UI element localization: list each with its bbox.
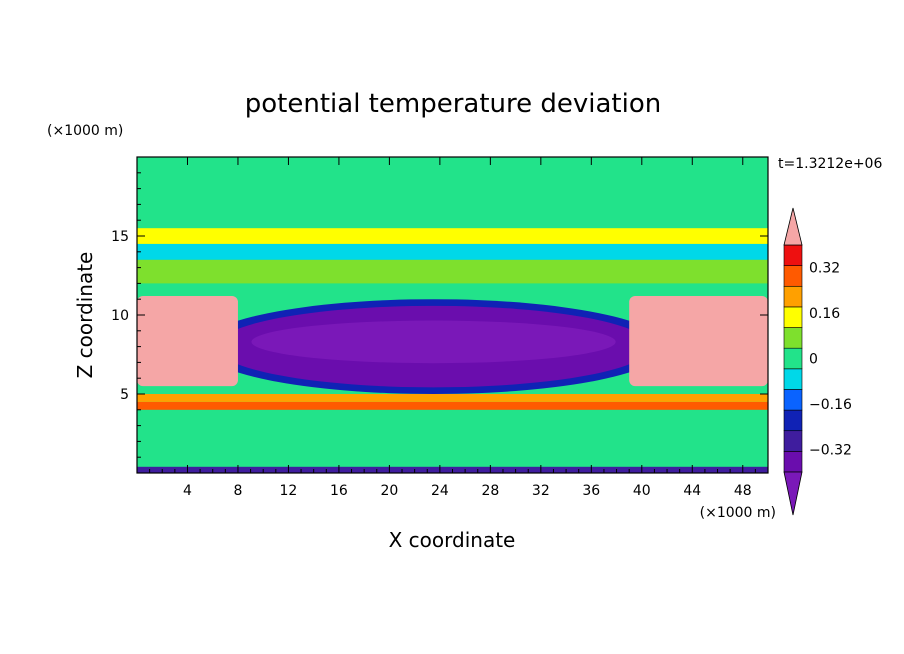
x-tick-label: 36 <box>582 483 600 499</box>
warm-anomaly-2 <box>629 296 768 387</box>
x-tick-label: 32 <box>532 483 550 499</box>
x-axis-ticks: 4 8 12 16 20 24 28 32 36 40 44 48 <box>149 157 756 499</box>
y-axis-ticks: 5 10 15 <box>111 172 768 458</box>
y-tick-label: 15 <box>111 229 129 245</box>
colorbar-swatch <box>783 368 803 390</box>
colorbar-swatch <box>783 430 803 452</box>
field-band-4 <box>137 283 768 300</box>
x-tick-label: 40 <box>633 483 651 499</box>
x-unit-label: (×1000 m) <box>700 505 776 521</box>
x-tick-label: 28 <box>481 483 499 499</box>
time-label: t=1.3212e+06 <box>778 156 882 172</box>
field-band-5 <box>137 259 768 284</box>
y-tick-label: 10 <box>111 308 129 324</box>
colorbar-swatch <box>783 244 803 266</box>
colorbar-swatch <box>783 409 803 432</box>
colorbar-over-triangle <box>783 207 803 246</box>
colorbar-swatch <box>783 306 803 328</box>
x-tick-label: 24 <box>431 483 449 499</box>
field-band-8 <box>137 204 768 229</box>
field-band-2 <box>137 401 768 410</box>
colorbar-swatch <box>783 347 803 370</box>
colorbar-swatch <box>783 285 803 308</box>
colorbar-under-triangle <box>783 471 803 516</box>
field-band-7 <box>137 228 768 244</box>
x-tick-label: 44 <box>683 483 701 499</box>
field-band-9 <box>137 157 768 205</box>
colorbar-tick-label: −0.16 <box>809 397 852 413</box>
field-band-3 <box>137 394 768 402</box>
cold-core-center <box>251 320 616 364</box>
x-tick-label: 48 <box>734 483 752 499</box>
colorbar-swatch <box>783 327 803 349</box>
x-tick-label: 4 <box>183 483 192 499</box>
colorbar-tick-label: 0.32 <box>809 261 840 277</box>
chart-title: potential temperature deviation <box>245 89 661 119</box>
colorbar-tick-label: 0 <box>809 352 818 368</box>
colorbar-tick-label: −0.32 <box>809 442 852 458</box>
x-tick-label: 8 <box>233 483 242 499</box>
y-axis-label: Z coordinate <box>73 252 97 379</box>
warm-anomaly-1 <box>137 296 238 387</box>
colorbar: 0.32 0.16 0 −0.16 −0.32 <box>783 207 852 516</box>
x-tick-label: 20 <box>380 483 398 499</box>
colorbar-tick-label: 0.16 <box>809 306 840 322</box>
y-unit-label: (×1000 m) <box>47 123 123 139</box>
x-tick-label: 16 <box>330 483 348 499</box>
y-tick-label: 5 <box>120 387 129 403</box>
colorbar-swatch <box>783 389 803 411</box>
plot-area <box>137 157 768 473</box>
field-band-1 <box>137 409 768 467</box>
x-tick-label: 12 <box>280 483 298 499</box>
x-axis-label: X coordinate <box>389 528 516 552</box>
field-band-6 <box>137 243 768 260</box>
colorbar-swatch <box>783 265 803 287</box>
colorbar-swatch <box>783 451 803 473</box>
